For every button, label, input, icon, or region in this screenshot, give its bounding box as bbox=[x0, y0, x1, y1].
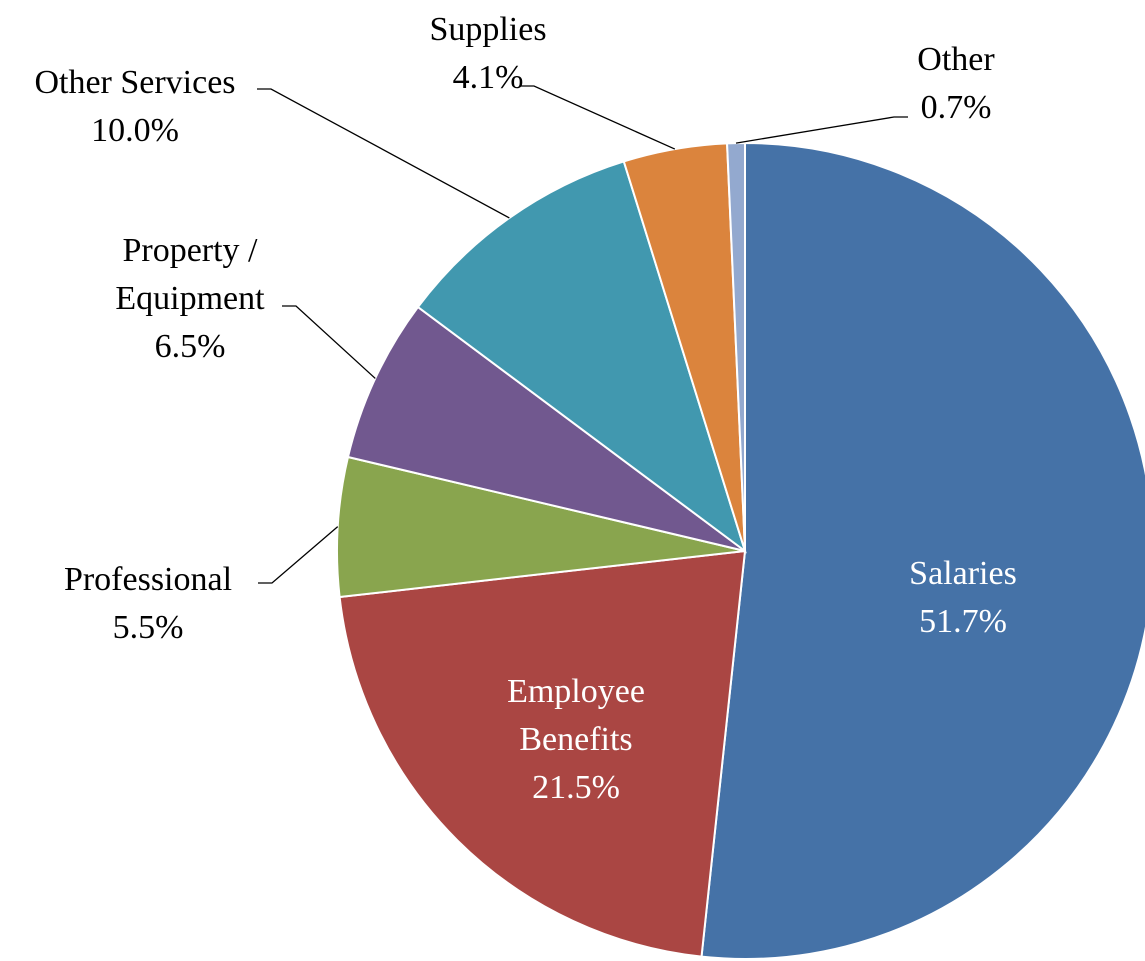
pie-slice-other-services bbox=[416, 160, 747, 554]
pie-slice-employee-benefits bbox=[338, 549, 747, 958]
slice-value-label: 10.0% bbox=[91, 112, 179, 149]
slice-category-label: Other Services bbox=[34, 64, 235, 101]
leader-line-property-equipment bbox=[282, 305, 376, 379]
slice-value-label: 6.5% bbox=[155, 328, 226, 365]
slice-label-property-equipment: Property / Equipment 6.5% bbox=[115, 232, 265, 365]
slice-category-label: Property / bbox=[122, 232, 258, 269]
leader-lines bbox=[257, 85, 908, 584]
pie-slice-salaries bbox=[700, 141, 1145, 960]
slice-label-professional: Professional 5.5% bbox=[64, 561, 232, 646]
slice-category-label: Employee bbox=[507, 673, 645, 710]
leader-line-professional bbox=[258, 526, 339, 584]
slice-value-label: 21.5% bbox=[532, 769, 620, 806]
slice-category-label: Professional bbox=[64, 561, 232, 598]
slice-label-salaries: Salaries 51.7% bbox=[909, 555, 1017, 640]
leader-line-other-services bbox=[257, 88, 510, 219]
slice-label-other-services: Other Services 10.0% bbox=[34, 64, 235, 149]
pie-slice-professional bbox=[336, 455, 746, 599]
slice-label-employee-benefits: Employee Benefits 21.5% bbox=[507, 673, 645, 806]
leader-line-supplies bbox=[520, 85, 676, 150]
slice-label-other: Other 0.7% bbox=[917, 41, 995, 126]
slice-labels: Salaries 51.7% Employee Benefits 21.5% Profes… bbox=[34, 11, 1016, 806]
pie-slice-other bbox=[726, 141, 746, 552]
slice-value-label: 4.1% bbox=[453, 59, 524, 96]
pie-slice-property-equipment bbox=[346, 305, 746, 552]
slice-label-supplies: Supplies 4.1% bbox=[429, 11, 546, 96]
slice-category-label: Other bbox=[917, 41, 995, 78]
slice-category-label: Benefits bbox=[519, 721, 632, 758]
slice-value-label: 51.7% bbox=[919, 603, 1007, 640]
slice-category-label: Supplies bbox=[429, 11, 546, 48]
slice-value-label: 0.7% bbox=[921, 89, 992, 126]
leader-line-other bbox=[735, 116, 908, 144]
slice-value-label: 5.5% bbox=[113, 609, 184, 646]
slice-category-label: Equipment bbox=[115, 280, 265, 317]
pie-slices bbox=[336, 141, 1145, 960]
slice-category-label: Salaries bbox=[909, 555, 1017, 592]
